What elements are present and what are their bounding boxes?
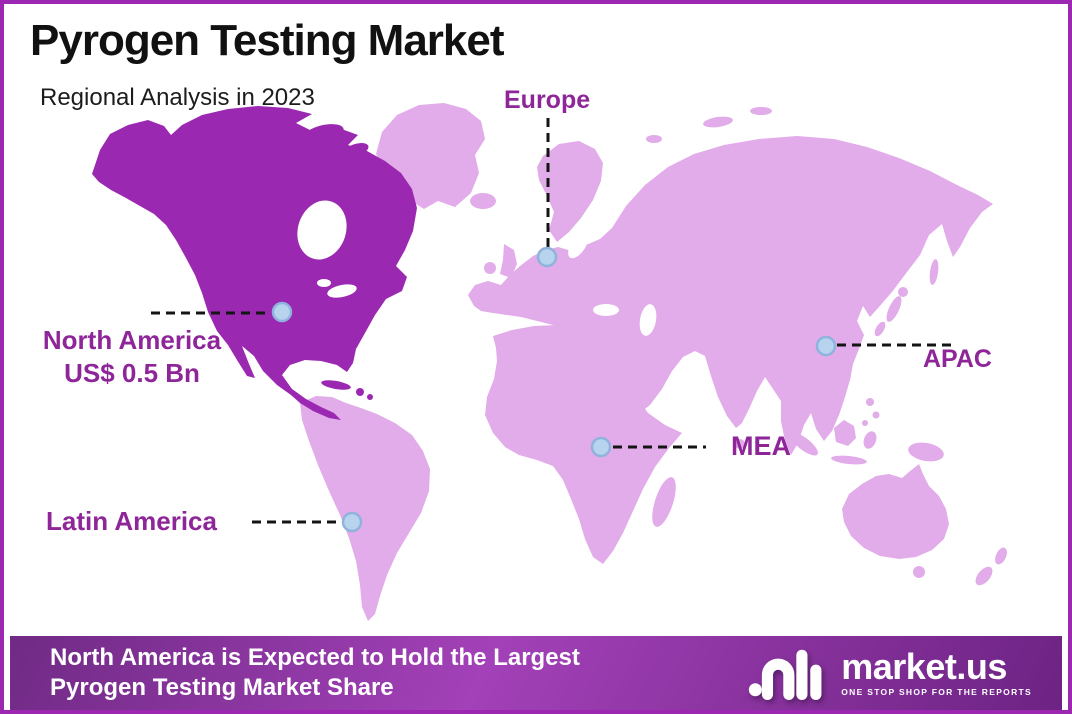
continent-australia: [842, 464, 949, 559]
island-japan-honshu: [886, 296, 902, 322]
region-label-north-america: North America US$ 0.5 Bn: [18, 324, 246, 390]
islands-arctic-russia-3: [646, 135, 662, 143]
island-philippines-3: [862, 420, 868, 426]
sea-caspian: [639, 304, 657, 336]
region-label-apac: APAC: [923, 345, 992, 373]
island-cuba: [321, 380, 351, 390]
islands-arctic-russia-1: [703, 116, 733, 128]
marketus-logo: market.us ONE STOP SHOP FOR THE REPORTS: [745, 646, 1062, 700]
region-label-mea: MEA: [731, 431, 791, 461]
island-borneo: [834, 420, 856, 446]
continent-south-america: [300, 396, 430, 621]
region-label-europe: Europe: [504, 86, 591, 114]
continent-north-america-highlighted: [92, 106, 417, 420]
great-lakes-1: [327, 284, 357, 298]
latin-america-marker-icon: [341, 511, 363, 533]
marketus-logo-text: market.us ONE STOP SHOP FOR THE REPORTS: [841, 645, 1032, 697]
sea-baltic: [568, 233, 588, 259]
region-value-north-america: US$ 0.5 Bn: [64, 358, 200, 388]
island-sumatra: [790, 432, 818, 456]
page-title: Pyrogen Testing Market: [30, 16, 505, 65]
island-iceland: [470, 193, 496, 209]
region-label-north-america-name: North America: [42, 325, 222, 355]
apac-marker-icon: [815, 335, 837, 357]
island-japan-hokkaido: [898, 287, 908, 297]
island-hispaniola: [356, 388, 364, 396]
island-sakhalin: [929, 259, 939, 285]
region-scandinavia: [537, 141, 603, 242]
islands-arctic-russia-2: [750, 107, 772, 115]
island-sri-lanka: [735, 439, 745, 449]
footer-banner: North America is Expected to Hold the La…: [10, 636, 1062, 710]
page-subtitle: Regional Analysis in 2023: [40, 84, 315, 111]
islands-canadian-arctic-1: [304, 124, 344, 142]
islands-canadian-arctic-3: [289, 145, 311, 157]
continent-africa: [485, 325, 682, 564]
marketus-logo-tagline: ONE STOP SHOP FOR THE REPORTS: [841, 686, 1032, 697]
islands-canadian-arctic-2: [343, 143, 369, 157]
island-sulawesi: [863, 431, 877, 449]
island-new-zealand-north: [995, 547, 1007, 565]
island-baffin: [346, 162, 374, 186]
world-map: [92, 103, 1007, 621]
great-lakes-2: [317, 279, 331, 287]
marketus-logo-icon: [749, 649, 822, 700]
island-madagascar: [652, 477, 676, 527]
footer-headline: North America is Expected to Hold the La…: [10, 643, 580, 703]
footer-headline-line1: North America is Expected to Hold the La…: [50, 644, 580, 671]
hudson-bay: [297, 200, 347, 260]
island-java: [831, 455, 867, 465]
region-label-latin-america: Latin America: [46, 506, 217, 536]
island-new-guinea: [908, 442, 944, 462]
island-philippines-1: [866, 398, 874, 406]
island-tasmania: [913, 566, 925, 578]
europe-marker-icon: [536, 246, 558, 268]
continent-eurasia: [468, 136, 993, 455]
mea-marker-icon: [590, 436, 612, 458]
sea-black: [593, 304, 619, 316]
island-philippines-2: [872, 411, 880, 419]
island-puerto-rico: [367, 394, 373, 400]
island-japan-kyushu: [874, 321, 886, 337]
footer-headline-line2: Pyrogen Testing Market Share: [50, 674, 394, 701]
marketus-logo-name: market.us: [841, 645, 1007, 687]
island-great-britain: [500, 244, 517, 278]
north-america-marker-icon: [271, 301, 293, 323]
island-ireland: [484, 262, 496, 274]
island-new-zealand-south: [975, 566, 993, 586]
